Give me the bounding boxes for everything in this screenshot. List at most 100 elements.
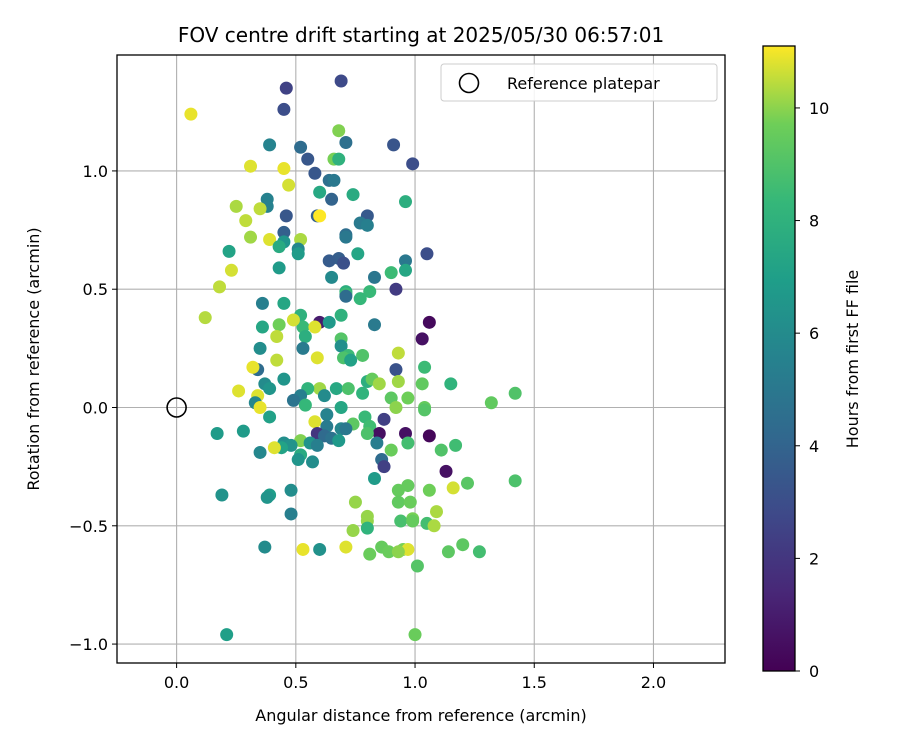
data-point [427,519,441,533]
data-point [339,422,353,436]
data-point [377,412,391,426]
data-point [391,374,405,388]
data-point [344,353,358,367]
data-point [418,403,432,417]
grid [117,55,725,663]
data-point [296,341,310,355]
data-point [460,476,474,490]
data-point [382,545,396,559]
data-point [377,460,391,474]
data-point [384,266,398,280]
data-point [184,107,198,121]
data-point [339,289,353,303]
data-point [317,389,331,403]
data-point [391,346,405,360]
data-point [263,382,277,396]
data-point [348,495,362,509]
data-point [508,474,522,488]
data-point [420,247,434,261]
data-point [282,178,296,192]
data-point [267,441,281,455]
data-point [368,318,382,332]
data-point [308,320,322,334]
data-point [277,296,291,310]
data-point [406,514,420,528]
reference-marker [166,397,187,418]
data-point [244,230,258,244]
data-point [244,159,258,173]
data-point [313,185,327,199]
data-points [184,74,522,642]
data-point [322,254,336,268]
data-point [334,400,348,414]
chart-title: FOV centre drift starting at 2025/05/30 … [178,23,664,47]
data-point [263,410,277,424]
data-point [272,318,286,332]
plot-frame [116,54,726,664]
data-point [334,308,348,322]
data-point [296,542,310,556]
y-tick-label: 0.5 [83,280,108,299]
data-point [372,377,386,391]
data-point [298,398,312,412]
x-tick-label: 1.0 [402,673,427,692]
colorbar-tick-label: 2 [809,549,819,568]
y-axis-label: Rotation from reference (arcmin) [24,227,43,490]
data-point [399,254,413,268]
colorbar-tick-label: 10 [809,99,829,118]
x-tick-label: 1.5 [522,673,547,692]
data-point [279,81,293,95]
data-point [301,152,315,166]
data-point [286,393,300,407]
data-point [306,455,320,469]
data-point [270,353,284,367]
colorbar-tick-label: 0 [809,662,819,681]
data-point [401,391,415,405]
data-point [284,507,298,521]
data-point [220,628,234,642]
data-point [210,427,224,441]
data-point [339,540,353,554]
data-point [310,438,324,452]
reference-point [166,397,187,418]
colorbar-gradient [763,46,795,671]
data-point [449,438,463,452]
data-point [399,195,413,209]
y-tick-label: 1.0 [83,162,108,181]
data-point [270,330,284,344]
y-tick-label: −0.5 [69,517,108,536]
colorbar-frame [762,45,796,672]
data-point [341,382,355,396]
data-point [456,538,470,552]
data-point [198,311,212,325]
legend-box [440,63,718,102]
data-point [401,436,415,450]
data-point [434,443,448,457]
data-point [387,138,401,152]
data-point [353,292,367,306]
data-point [370,436,384,450]
data-point [308,415,322,429]
data-point [415,377,429,391]
data-point [255,320,269,334]
data-point [368,471,382,485]
data-point [294,140,308,154]
data-point [384,443,398,457]
data-point [391,495,405,509]
data-point [337,256,351,270]
data-point [446,481,460,495]
data-point [277,372,291,386]
data-point [389,282,403,296]
data-point [389,363,403,377]
data-point [332,152,346,166]
data-point [368,270,382,284]
data-point [356,386,370,400]
data-point [360,218,374,232]
data-point [422,315,436,329]
data-point [356,348,370,362]
data-point [403,495,417,509]
colorbar-label: Hours from first FF file [843,270,862,449]
data-point [277,162,291,176]
data-point [313,542,327,556]
data-point [232,384,246,398]
